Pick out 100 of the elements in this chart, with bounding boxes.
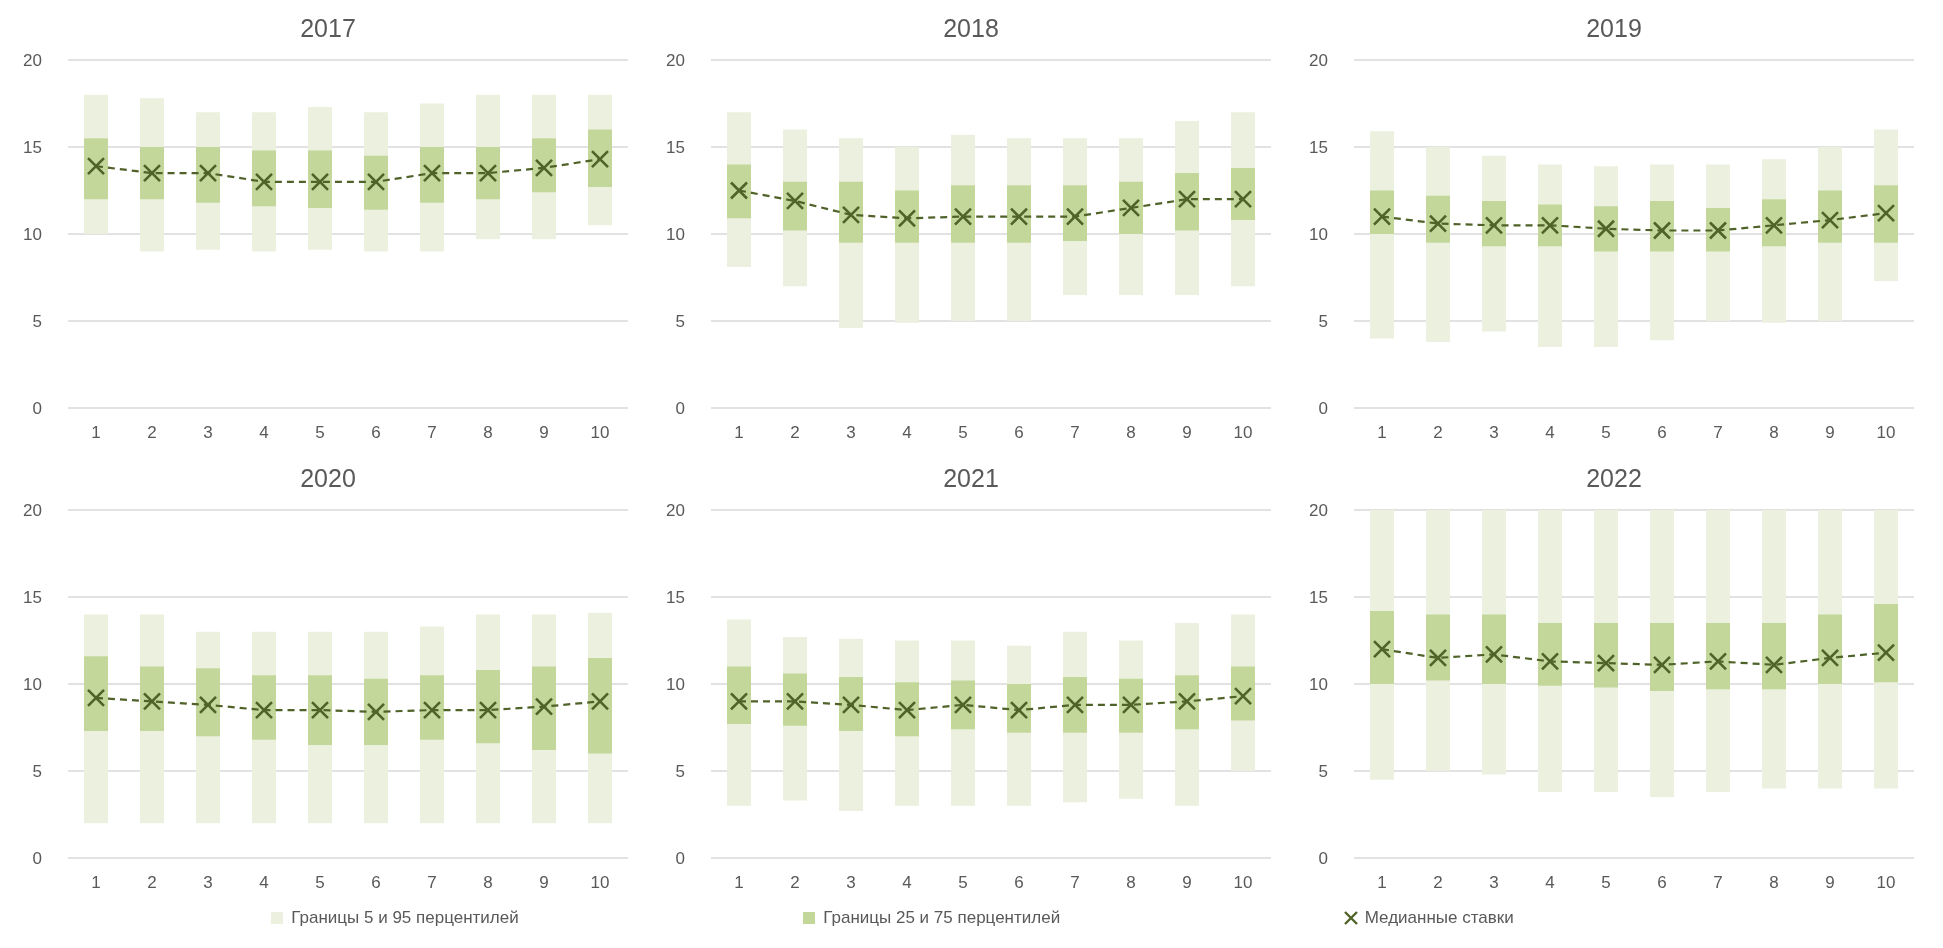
x-tick-label: 1 xyxy=(1377,423,1387,443)
x-tick-label: 2 xyxy=(790,873,800,893)
bar xyxy=(1063,677,1087,733)
x-tick-label: 1 xyxy=(1377,873,1387,893)
x-tick-label: 7 xyxy=(1070,873,1080,893)
bar xyxy=(1426,614,1450,681)
y-tick-label: 5 xyxy=(675,762,685,782)
x-tick-label: 5 xyxy=(315,873,325,893)
bar xyxy=(196,147,220,203)
bar xyxy=(1818,614,1842,684)
y-tick-label: 0 xyxy=(1318,849,1328,869)
bar xyxy=(839,677,863,731)
y-tick-label: 0 xyxy=(1318,399,1328,419)
bar xyxy=(308,675,332,745)
y-tick-label: 15 xyxy=(666,138,685,158)
x-tick-label: 9 xyxy=(1825,873,1835,893)
x-tick-label: 10 xyxy=(590,423,610,443)
x-tick-label: 1 xyxy=(734,873,744,893)
bar xyxy=(1706,623,1730,690)
y-tick-label: 5 xyxy=(1318,312,1328,332)
x-tick-label: 2 xyxy=(790,423,800,443)
x-tick-label: 4 xyxy=(1545,873,1555,893)
x-tick-label: 5 xyxy=(1601,423,1611,443)
y-tick-label: 15 xyxy=(23,138,42,158)
legend-label: Медианные ставки xyxy=(1364,908,1514,928)
x-tick-label: 8 xyxy=(1769,423,1779,443)
chart-title: 2019 xyxy=(1585,13,1643,44)
x-tick-label: 7 xyxy=(1713,423,1723,443)
x-tick-label: 6 xyxy=(1014,423,1024,443)
y-tick-label: 10 xyxy=(1309,675,1328,695)
bar xyxy=(1538,623,1562,686)
bar xyxy=(140,666,164,731)
bar xyxy=(895,682,919,737)
x-tick-label: 8 xyxy=(1769,873,1779,893)
x-tick-label: 1 xyxy=(734,423,744,443)
x-tick-label: 7 xyxy=(427,423,437,443)
x-tick-label: 8 xyxy=(1126,423,1136,443)
point xyxy=(590,692,610,711)
y-tick-label: 0 xyxy=(675,849,685,869)
y-tick-label: 10 xyxy=(23,675,42,695)
x-tick-label: 5 xyxy=(1601,873,1611,893)
bar xyxy=(84,138,108,200)
y-tick-label: 0 xyxy=(675,399,685,419)
bar xyxy=(1119,678,1143,733)
x-tick-label: 6 xyxy=(1014,873,1024,893)
bar xyxy=(140,147,164,200)
x-tick-label: 5 xyxy=(958,423,968,443)
x-tick-label: 4 xyxy=(902,423,912,443)
bar xyxy=(84,656,108,731)
x-tick-label: 3 xyxy=(846,873,856,893)
x-tick-label: 2 xyxy=(147,423,157,443)
y-tick-label: 20 xyxy=(1309,501,1328,521)
bar xyxy=(1119,181,1143,234)
chart-title: 2020 xyxy=(299,463,357,494)
x-tick-label: 3 xyxy=(846,423,856,443)
bar xyxy=(727,164,751,219)
y-tick-label: 15 xyxy=(1309,588,1328,608)
y-tick-label: 5 xyxy=(1318,762,1328,782)
bar xyxy=(532,138,556,193)
bar xyxy=(1762,623,1786,690)
y-tick-label: 15 xyxy=(1309,138,1328,158)
y-tick-label: 15 xyxy=(666,588,685,608)
bar xyxy=(1007,684,1031,733)
x-tick-label: 6 xyxy=(371,423,381,443)
x-tick-label: 2 xyxy=(1433,873,1443,893)
bar xyxy=(727,666,751,725)
point xyxy=(1428,648,1448,668)
x-tick-label: 10 xyxy=(590,873,610,893)
x-tick-label: 6 xyxy=(371,873,381,893)
y-tick-label: 5 xyxy=(32,312,42,332)
x-tick-label: 1 xyxy=(91,873,101,893)
x-tick-label: 3 xyxy=(203,873,213,893)
chart-title: 2022 xyxy=(1585,463,1643,494)
bar xyxy=(1874,603,1898,683)
x-tick-label: 9 xyxy=(539,873,549,893)
y-tick-label: 5 xyxy=(675,312,685,332)
x-tick-label: 5 xyxy=(958,873,968,893)
y-tick-label: 10 xyxy=(1309,225,1328,245)
x-tick-label: 9 xyxy=(1182,423,1192,443)
bar xyxy=(1482,614,1506,684)
bar xyxy=(420,675,444,740)
x-tick-label: 7 xyxy=(427,873,437,893)
x-tick-label: 4 xyxy=(259,423,269,443)
x-tick-label: 9 xyxy=(1825,423,1835,443)
x-tick-label: 10 xyxy=(1876,873,1896,893)
point xyxy=(534,697,554,716)
y-tick-label: 20 xyxy=(666,51,685,71)
chart-title: 2021 xyxy=(942,463,1000,494)
x-tick-label: 7 xyxy=(1713,873,1723,893)
y-tick-label: 20 xyxy=(23,501,42,521)
x-tick-label: 3 xyxy=(1489,873,1499,893)
y-tick-label: 0 xyxy=(32,399,42,419)
x-tick-label: 6 xyxy=(1657,873,1667,893)
chart-title: 2018 xyxy=(942,13,1000,44)
bar xyxy=(588,129,612,188)
bar xyxy=(1818,190,1842,243)
y-tick-label: 20 xyxy=(1309,51,1328,71)
x-tick-label: 9 xyxy=(539,423,549,443)
y-tick-label: 0 xyxy=(32,849,42,869)
x-tick-label: 8 xyxy=(1126,873,1136,893)
